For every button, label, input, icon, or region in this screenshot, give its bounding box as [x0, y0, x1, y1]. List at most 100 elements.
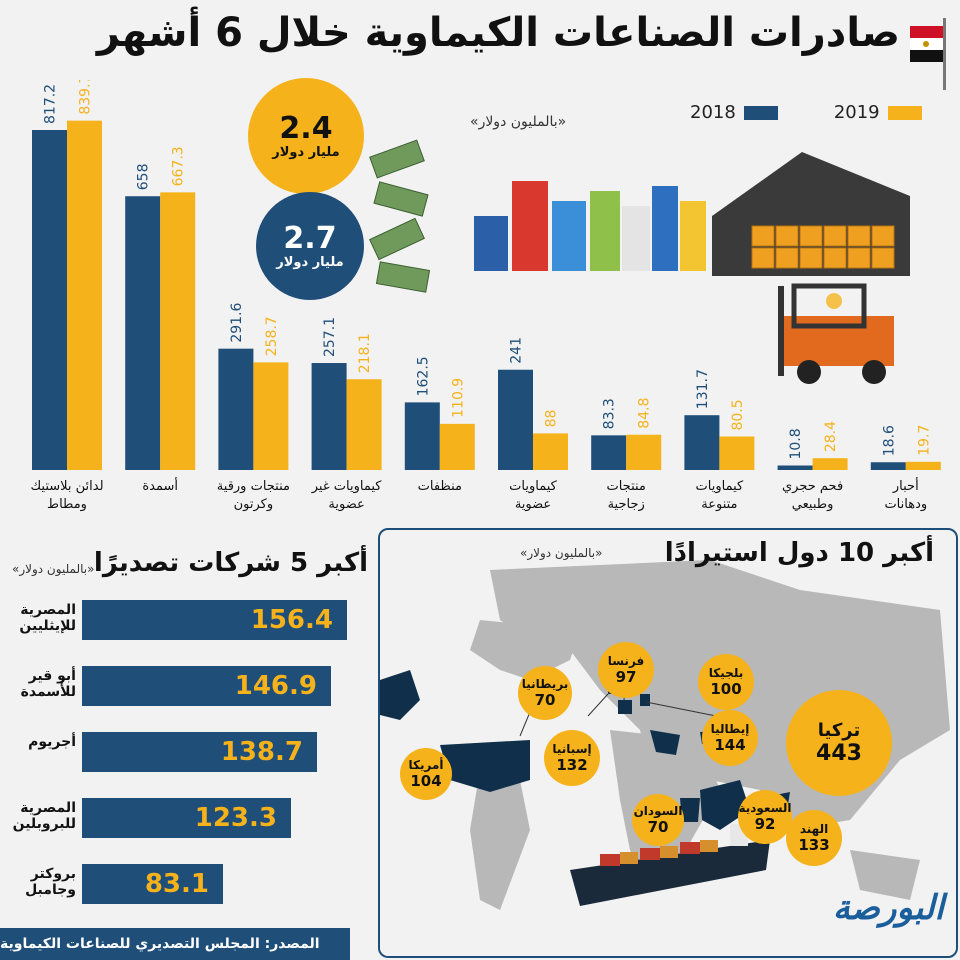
bar-label-2019: 110.9: [450, 378, 466, 418]
country-name: إيطاليا: [710, 722, 750, 736]
category-label: أحبار ودهانات: [884, 477, 927, 512]
country-name: السودان: [633, 804, 683, 818]
bar-2018: [218, 348, 254, 470]
bar-2018: [404, 402, 440, 470]
company-name: أجريوم: [28, 734, 76, 750]
country-bubble: أمريكا 104: [400, 748, 452, 800]
country-value: 104: [410, 772, 442, 790]
legend-2018-swatch: [743, 105, 778, 120]
page-title: صادرات الصناعات الكيماوية خلال 6 أشهر: [96, 10, 900, 56]
country-bubble: الهند 133: [786, 810, 842, 866]
bar-label-2018: 817.2: [43, 84, 59, 124]
bar-label-2018: 291.6: [229, 303, 245, 343]
legend-2019-swatch: [887, 105, 922, 120]
total-2019-circle: 2.4 مليار دولار: [248, 78, 364, 194]
bar-2018: [777, 465, 813, 470]
country-value: 443: [816, 741, 862, 766]
bar-2019: [533, 433, 568, 470]
bar-2019: [439, 423, 475, 470]
bar-2018: [870, 462, 906, 470]
egypt-flag-icon: [910, 18, 946, 90]
bar-label-2018: 131.7: [695, 369, 711, 409]
total-2019-value: 2.4: [279, 111, 333, 146]
bar-2019: [719, 436, 755, 470]
country-value: 70: [534, 691, 556, 709]
bar-label-2018: 241: [509, 337, 525, 364]
bar-2018: [498, 369, 533, 470]
company-bar: 138.7: [82, 732, 317, 772]
bar-label-2019: 218.1: [357, 333, 373, 373]
total-2019-label: مليار دولار: [272, 145, 340, 160]
company-name: المصرية للبروبلين: [12, 800, 76, 833]
category-label: كيماويات غير عضوية: [311, 479, 383, 512]
companies-title: أكبر 5 شركات تصديرًا: [93, 548, 368, 578]
country-bubble: فرنسا 97: [598, 642, 654, 698]
companies-chart: 156.4 المصرية للإيثليين 146.9 أبو قير للأسم…: [0, 590, 376, 920]
bar-label-2018: 83.3: [602, 398, 618, 429]
legend-2019-label: 2019: [833, 102, 880, 123]
company-name: أبو قير للأسمدة: [20, 668, 76, 701]
category-label: أسمدة: [142, 477, 178, 494]
countries-title: أكبر 10 دول استيرادًا: [664, 538, 934, 568]
legend: 2018 2019: [690, 102, 922, 123]
brand-logo: البورصة: [832, 888, 944, 928]
companies-unit: «بالمليون دولار»: [12, 562, 95, 576]
country-bubble: السودان 70: [632, 794, 684, 846]
category-label: كيماويات متنوعة: [696, 479, 744, 512]
country-value: 92: [754, 815, 776, 833]
unit-label: «بالمليون دولار»: [470, 114, 567, 130]
cargo-ship-icon: [570, 824, 770, 906]
warehouse-illustration-icon: [474, 152, 910, 384]
legend-2018-label: 2018: [690, 102, 736, 123]
source-bar: المصدر: المجلس التصديري للصناعات الكيماو…: [0, 928, 350, 960]
company-name: المصرية للإيثليين: [19, 602, 76, 635]
countries-unit: «بالمليون دولار»: [520, 546, 603, 560]
bar-label-2019: 258.7: [264, 316, 280, 356]
country-name: بلجيكا: [708, 666, 744, 680]
bar-2018: [311, 363, 347, 470]
company-value: 146.9: [234, 671, 317, 701]
company-bar: 146.9: [82, 666, 331, 706]
country-bubble: إيطاليا 144: [702, 710, 758, 766]
bar-2019: [346, 379, 382, 470]
country-bubble: السعودية 92: [738, 790, 792, 844]
country-value: 100: [710, 680, 742, 698]
bar-label-2019: 839.7: [78, 80, 94, 115]
country-value: 97: [615, 668, 637, 686]
bar-label-2018: 10.8: [788, 428, 804, 459]
country-value: 133: [798, 836, 830, 854]
money-icon: [369, 139, 431, 293]
country-name: إسبانيا: [552, 742, 592, 756]
category-label: منتجات زجاجية: [606, 479, 645, 512]
bar-label-2019: 28.4: [823, 421, 839, 452]
bar-label-2019: 19.7: [916, 425, 932, 456]
bar-2019: [253, 362, 289, 470]
country-name: السعودية: [738, 801, 792, 815]
bar-label-2018: 18.6: [881, 425, 897, 456]
company-value: 138.7: [220, 737, 303, 767]
bar-2019: [905, 461, 941, 470]
total-2018-value: 2.7: [283, 221, 337, 256]
category-label: لدائن بلاستيك ومطاط: [30, 479, 103, 512]
bar-2019: [160, 192, 196, 470]
country-bubble: إسبانيا 132: [544, 730, 600, 786]
company-name: بروكتر وجامبل: [25, 866, 76, 899]
company-value: 123.3: [194, 803, 277, 833]
total-2018-label: مليار دولار: [276, 255, 344, 270]
country-value: 144: [714, 736, 746, 754]
bar-2019: [812, 458, 848, 470]
bar-2018: [591, 435, 627, 470]
category-label: منتجات ورقية وكرتون: [217, 479, 290, 512]
bar-label-2019: 80.5: [730, 399, 746, 430]
bar-label-2019: 667.3: [171, 146, 187, 186]
bar-2018: [125, 196, 161, 470]
bar-label-2019: 88: [544, 410, 560, 428]
country-value: 70: [647, 818, 669, 836]
country-bubble: تركيا 443: [786, 690, 892, 796]
bar-2018: [684, 415, 720, 470]
country-bubble: بريطانيا 70: [518, 666, 572, 720]
bar-2018: [32, 130, 67, 470]
country-value: 132: [556, 756, 588, 774]
bar-label-2018: 162.5: [415, 356, 431, 396]
country-name: فرنسا: [607, 654, 645, 668]
